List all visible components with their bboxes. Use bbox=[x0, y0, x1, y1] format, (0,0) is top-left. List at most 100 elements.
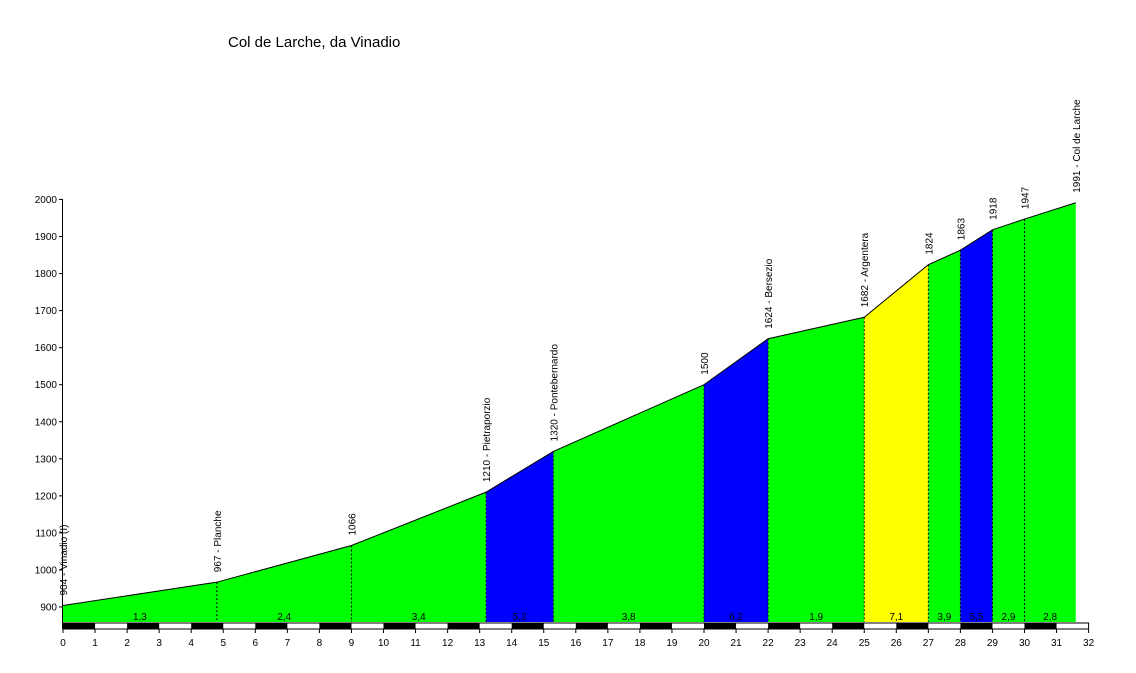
x-tick-label-25: 25 bbox=[859, 638, 871, 649]
x-tick-label-4: 4 bbox=[188, 638, 194, 649]
km-scale-block-12 bbox=[447, 623, 480, 629]
profile-segment-8 bbox=[928, 250, 961, 622]
point-label-9: 1863 bbox=[956, 218, 967, 241]
y-tick-label-1400: 1400 bbox=[35, 417, 58, 428]
x-tick-label-2: 2 bbox=[124, 638, 130, 649]
profile-segment-3 bbox=[486, 451, 554, 622]
y-tick-label-1100: 1100 bbox=[35, 528, 57, 539]
y-tick-label-1900: 1900 bbox=[35, 232, 58, 243]
point-label-10: 1918 bbox=[988, 197, 999, 220]
x-tick-label-3: 3 bbox=[156, 638, 162, 649]
profile-segment-7 bbox=[864, 264, 929, 622]
profile-segment-11 bbox=[1024, 202, 1076, 623]
x-tick-label-8: 8 bbox=[317, 638, 323, 649]
x-tick-label-15: 15 bbox=[538, 638, 550, 649]
y-tick-label-1300: 1300 bbox=[35, 454, 58, 465]
x-tick-label-21: 21 bbox=[730, 638, 742, 649]
x-tick-label-6: 6 bbox=[253, 638, 259, 649]
km-scale-block-10 bbox=[383, 623, 416, 629]
point-label-1: 967 - Planche bbox=[213, 510, 224, 572]
x-tick-label-32: 32 bbox=[1083, 638, 1095, 649]
gradient-label-7: 7,1 bbox=[889, 612, 903, 623]
gradient-label-0: 1,3 bbox=[133, 612, 147, 623]
gradient-label-10: 2,9 bbox=[1002, 612, 1016, 623]
gradient-label-5: 6,2 bbox=[729, 612, 743, 623]
x-tick-label-29: 29 bbox=[987, 638, 999, 649]
x-tick-label-5: 5 bbox=[220, 638, 226, 649]
x-tick-label-28: 28 bbox=[955, 638, 967, 649]
x-tick-label-27: 27 bbox=[923, 638, 935, 649]
x-tick-label-7: 7 bbox=[285, 638, 291, 649]
x-tick-label-26: 26 bbox=[891, 638, 903, 649]
km-scale-block-22 bbox=[768, 623, 801, 629]
x-tick-label-23: 23 bbox=[795, 638, 807, 649]
x-tick-label-1: 1 bbox=[92, 638, 98, 649]
x-tick-label-20: 20 bbox=[698, 638, 710, 649]
km-scale-block-26 bbox=[896, 623, 929, 629]
point-label-4: 1320 - Pontebernardo bbox=[549, 344, 560, 442]
x-tick-label-9: 9 bbox=[349, 638, 355, 649]
km-scale-block-8 bbox=[319, 623, 352, 629]
gradient-label-2: 3,4 bbox=[412, 612, 426, 623]
point-label-0: 904 - Vinadio (I) bbox=[59, 525, 70, 596]
km-scale-block-24 bbox=[832, 623, 865, 629]
y-tick-label-1000: 1000 bbox=[35, 565, 58, 576]
profile-segment-2 bbox=[351, 492, 487, 622]
point-label-8: 1824 bbox=[924, 232, 935, 255]
gradient-label-6: 1,9 bbox=[809, 612, 823, 623]
x-tick-label-14: 14 bbox=[506, 638, 518, 649]
km-scale-block-18 bbox=[639, 623, 672, 629]
point-label-2: 1066 bbox=[347, 513, 358, 536]
gradient-label-11: 2,8 bbox=[1043, 612, 1057, 623]
gradient-label-1: 2,4 bbox=[277, 612, 291, 623]
x-tick-label-12: 12 bbox=[442, 638, 454, 649]
point-label-3: 1210 - Pietraporzio bbox=[482, 397, 493, 482]
y-tick-label-1700: 1700 bbox=[35, 306, 58, 317]
x-tick-label-19: 19 bbox=[666, 638, 678, 649]
x-tick-label-11: 11 bbox=[410, 638, 421, 649]
point-label-12: 1991 - Col de Larche bbox=[1072, 99, 1083, 193]
x-tick-label-31: 31 bbox=[1051, 638, 1063, 649]
gradient-label-4: 3,8 bbox=[622, 612, 636, 623]
km-scale-block-20 bbox=[704, 623, 737, 629]
profile-segment-6 bbox=[768, 317, 865, 622]
km-scale-block-28 bbox=[960, 623, 993, 629]
point-label-11: 1947 bbox=[1021, 186, 1032, 209]
km-scale-block-14 bbox=[511, 623, 544, 629]
gradient-label-8: 3,9 bbox=[937, 612, 951, 623]
x-tick-label-13: 13 bbox=[474, 638, 486, 649]
y-tick-label-1500: 1500 bbox=[35, 380, 58, 391]
x-tick-label-10: 10 bbox=[378, 638, 390, 649]
profile-segment-1 bbox=[216, 545, 352, 622]
chart-title: Col de Larche, da Vinadio bbox=[228, 34, 401, 51]
y-tick-label-1200: 1200 bbox=[35, 491, 58, 502]
x-tick-label-16: 16 bbox=[570, 638, 582, 649]
km-scale-block-30 bbox=[1024, 623, 1057, 629]
km-scale-block-4 bbox=[191, 623, 224, 629]
y-tick-label-2000: 2000 bbox=[35, 195, 58, 206]
km-scale-block-0 bbox=[63, 623, 96, 629]
x-tick-label-17: 17 bbox=[602, 638, 614, 649]
profile-segment-9 bbox=[960, 229, 993, 622]
gradient-label-9: 5,5 bbox=[969, 612, 983, 623]
profile-segment-10 bbox=[992, 219, 1025, 623]
y-tick-label-900: 900 bbox=[40, 603, 57, 614]
point-label-7: 1682 - Argentera bbox=[860, 232, 871, 307]
km-scale-block-16 bbox=[575, 623, 608, 629]
profile-segment-4 bbox=[553, 384, 704, 622]
y-tick-label-1600: 1600 bbox=[35, 343, 58, 354]
km-scale-block-6 bbox=[255, 623, 288, 629]
x-tick-label-24: 24 bbox=[827, 638, 839, 649]
km-scale-block-2 bbox=[127, 623, 160, 629]
profile-segment-0 bbox=[63, 582, 217, 622]
point-label-6: 1624 - Bersezio bbox=[764, 258, 775, 328]
profile-segment-5 bbox=[704, 338, 769, 622]
y-tick-label-1800: 1800 bbox=[35, 269, 58, 280]
x-tick-label-22: 22 bbox=[763, 638, 775, 649]
point-label-5: 1500 bbox=[700, 352, 711, 375]
x-tick-label-30: 30 bbox=[1019, 638, 1031, 649]
gradient-label-3: 5,2 bbox=[513, 612, 527, 623]
x-tick-label-18: 18 bbox=[634, 638, 646, 649]
x-tick-label-0: 0 bbox=[60, 638, 66, 649]
